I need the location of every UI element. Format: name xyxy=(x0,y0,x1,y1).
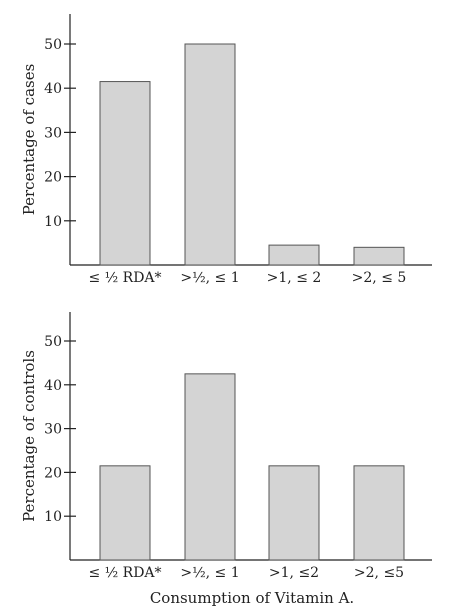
controls-y-tick-label: 50 xyxy=(44,334,62,350)
controls-category-label: >1, ≤2 xyxy=(269,565,319,581)
controls-x-axis-label: Consumption of Vitamin A. xyxy=(150,589,354,607)
cases-bar xyxy=(99,81,151,266)
controls-bar xyxy=(353,465,405,561)
controls-y-tick-label: 20 xyxy=(44,465,62,481)
cases-y-tick-label: 30 xyxy=(44,125,62,141)
cases-y-tick-label: 20 xyxy=(44,170,62,186)
controls-y-tick-label: 10 xyxy=(44,509,62,525)
controls-chart: 10 20 30 40 50 ≤ ½ RDA* >½, ≤ 1 >1, ≤2 >2, ≤5 Per… xyxy=(20,312,432,607)
cases-category-label: >½, ≤ 1 xyxy=(180,270,239,286)
cases-y-tick-label: 10 xyxy=(44,214,62,230)
controls-y-tick-label: 30 xyxy=(44,422,62,438)
controls-y-tick-label: 40 xyxy=(44,378,62,394)
cases-category-label: ≤ ½ RDA* xyxy=(88,270,161,286)
cases-category-label: >2, ≤ 5 xyxy=(352,270,407,286)
cases-bar xyxy=(353,246,405,266)
cases-chart: 10 20 30 40 50 ≤ ½ RDA* >½, ≤ 1 >1, ≤ 2 >2, ≤ 5 P… xyxy=(20,14,432,286)
cases-y-axis-label: Percentage of cases xyxy=(20,64,38,216)
cases-y-tick-label: 50 xyxy=(44,37,62,53)
controls-bar xyxy=(184,373,236,561)
cases-y-tick-label: 40 xyxy=(44,81,62,97)
cases-bar xyxy=(184,43,236,266)
controls-y-axis-label: Percentage of controls xyxy=(20,350,38,522)
controls-bar xyxy=(99,465,151,561)
controls-bar xyxy=(268,465,320,561)
controls-category-label: ≤ ½ RDA* xyxy=(88,565,161,581)
cases-bar xyxy=(268,244,320,266)
controls-category-label: >2, ≤5 xyxy=(354,565,404,581)
cases-category-label: >1, ≤ 2 xyxy=(267,270,322,286)
controls-category-label: >½, ≤ 1 xyxy=(180,565,239,581)
